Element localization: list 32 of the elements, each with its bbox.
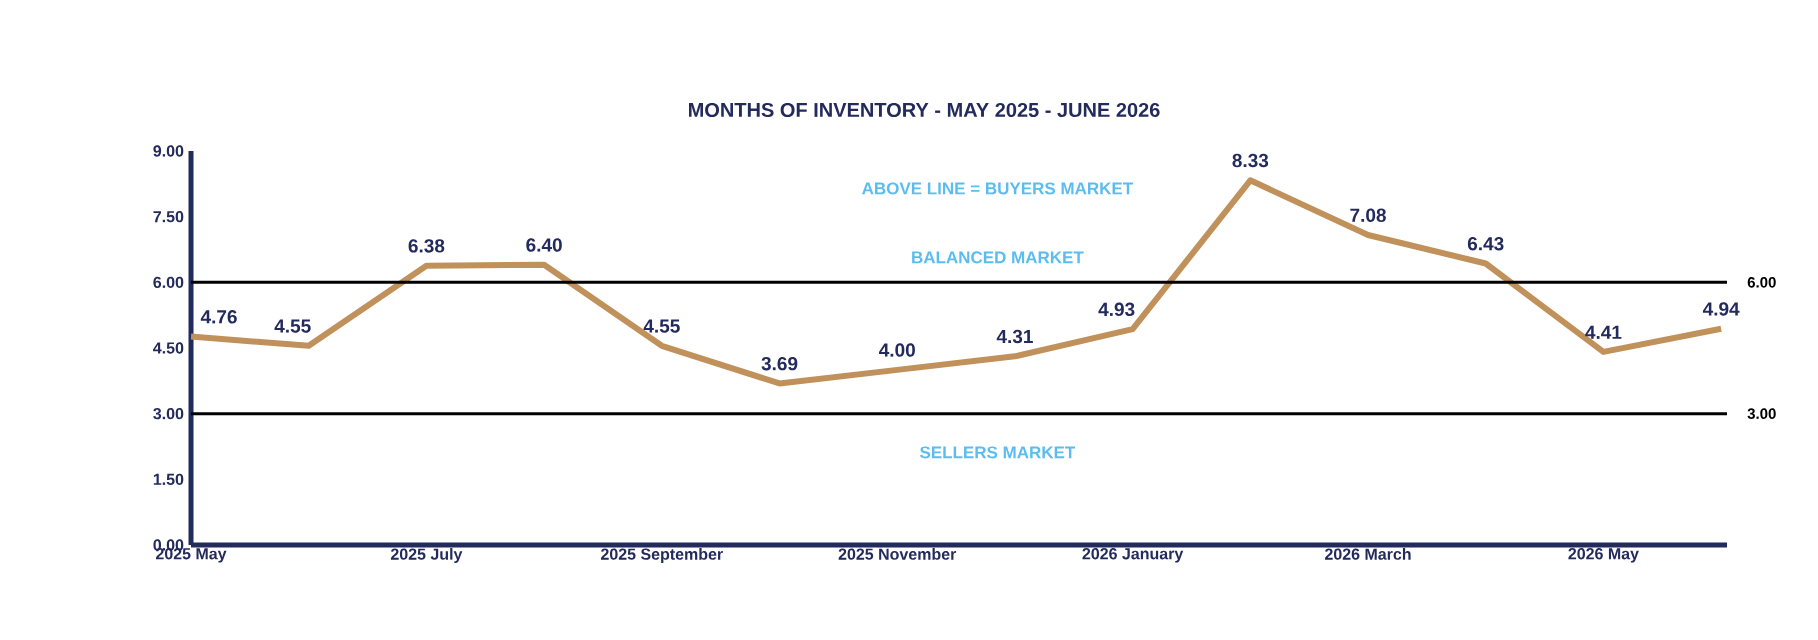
data-label: 6.38	[408, 239, 445, 253]
y-tick-label: 4.50	[153, 342, 184, 354]
y-tick-label: 9.00	[153, 145, 184, 157]
data-label: 4.55	[643, 319, 680, 333]
data-label: 4.94	[1702, 302, 1740, 316]
y-tick-label: 6.00	[153, 276, 184, 288]
data-label: 3.69	[761, 356, 798, 371]
y-tick-label: 1.50	[153, 473, 184, 485]
annotation: BALANCED MARKET	[912, 251, 1084, 264]
ref-line-label: 3.00	[1747, 408, 1776, 419]
annotation: SELLERS MARKET	[919, 446, 1076, 459]
data-label: 8.33	[1232, 153, 1269, 168]
data-label: 6.40	[526, 238, 562, 252]
y-tick-label: 3.00	[153, 407, 184, 420]
annotation: ABOVE LINE = BUYERS MARKET	[862, 182, 1133, 195]
data-label: 4.00	[879, 343, 915, 357]
x-tick-label: 2025 November	[838, 548, 957, 560]
x-tick-label: 2025 July	[390, 548, 463, 563]
x-tick-label: 2026 January	[1082, 548, 1184, 563]
data-label: 6.43	[1467, 236, 1504, 251]
data-label: 4.76	[200, 310, 237, 324]
x-tick-label: 2026 March	[1325, 548, 1411, 560]
y-tick-label: 7.50	[153, 211, 184, 223]
data-label: 4.31	[996, 329, 1033, 344]
data-label: 7.08	[1350, 208, 1386, 222]
chart-title: MONTHS OF INVENTORY - MAY 2025 - JUNE 2026	[689, 102, 1160, 118]
x-tick-label: 2025 September	[601, 548, 723, 563]
data-label: 4.41	[1585, 325, 1622, 339]
data-label: 4.55	[274, 319, 311, 333]
ref-line-label: 6.00	[1747, 277, 1776, 288]
x-tick-label: 2026 May	[1568, 548, 1639, 563]
data-label: 4.93	[1098, 302, 1135, 317]
